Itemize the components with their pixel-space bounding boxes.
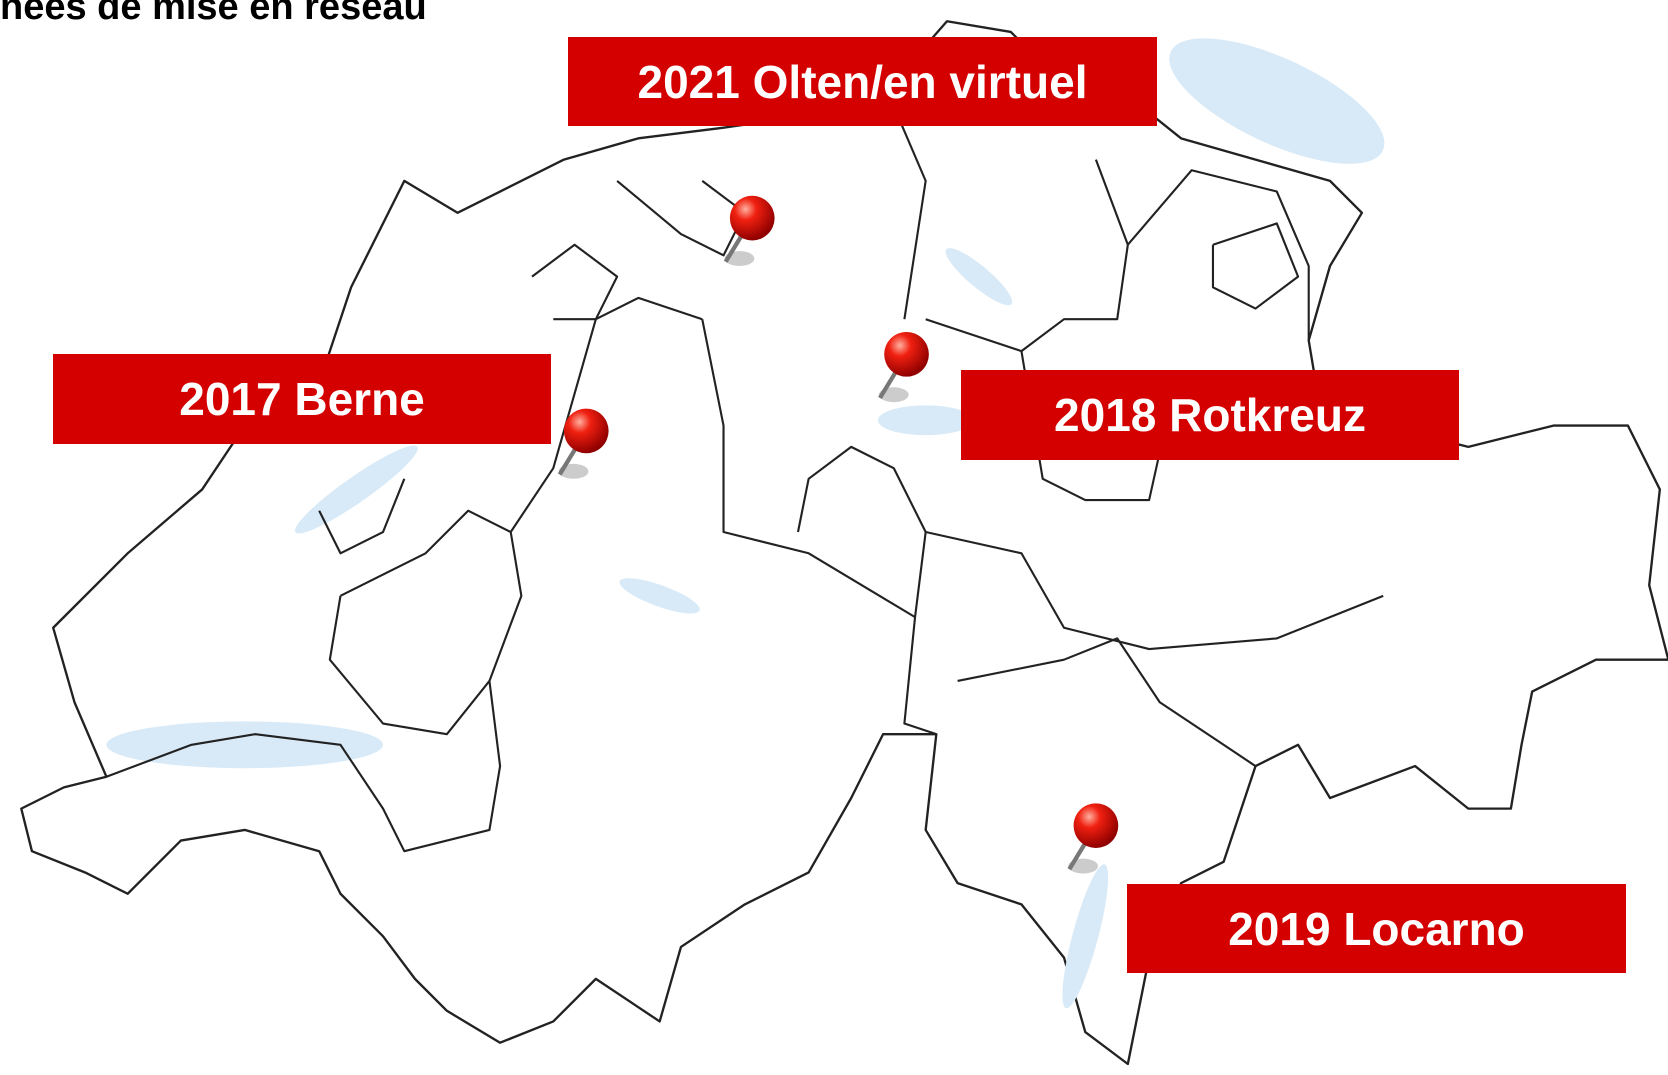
canton-borders bbox=[106, 105, 1384, 853]
pin-berne bbox=[557, 408, 609, 479]
location-label: 2019 Locarno bbox=[1127, 884, 1626, 973]
pin-locarno bbox=[1067, 803, 1119, 874]
page-title: nées de mise en réseau bbox=[0, 0, 427, 28]
location-label: 2018 Rotkreuz bbox=[961, 370, 1459, 460]
pin-rotkreuz bbox=[878, 331, 929, 403]
switzerland bbox=[20, 20, 1668, 1066]
location-label: 2017 Berne bbox=[53, 354, 551, 444]
country-outline bbox=[20, 20, 1668, 1066]
location-label: 2021 Olten/en virtuel bbox=[568, 37, 1157, 126]
pins bbox=[557, 195, 1119, 874]
pin-olten bbox=[723, 195, 775, 266]
